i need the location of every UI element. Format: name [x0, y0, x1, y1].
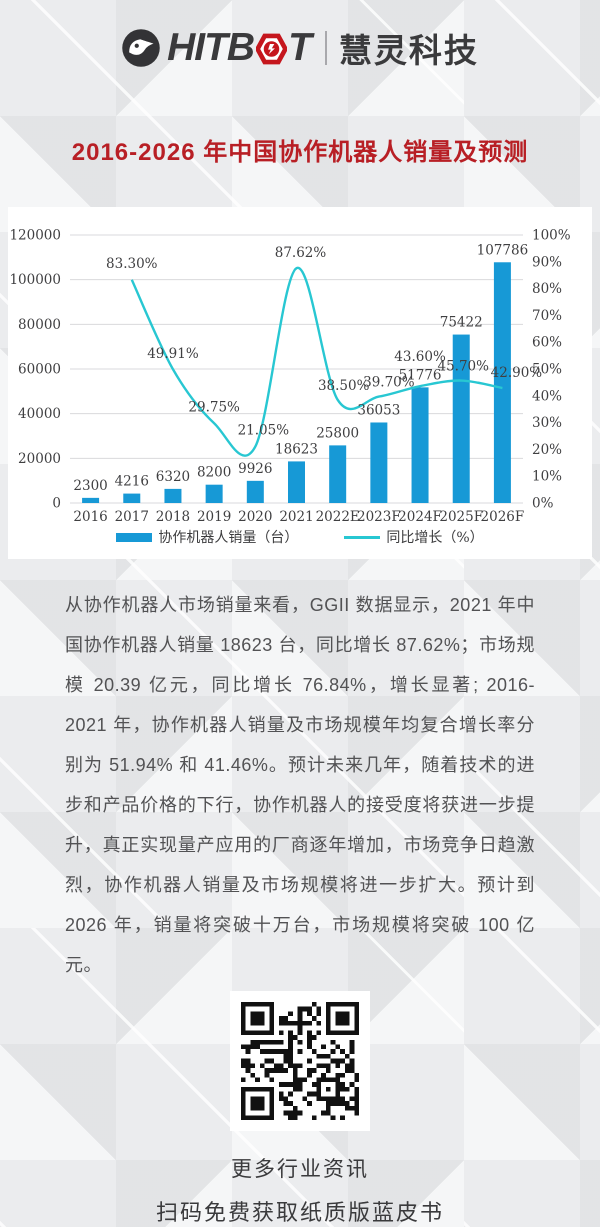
- hexagon-o-icon: [256, 33, 288, 65]
- line-series-swatch: [344, 535, 381, 539]
- legend-label-sales: 协作机器人销量（台）: [158, 530, 299, 546]
- svg-text:2019: 2019: [197, 509, 231, 525]
- qr-code-box: [230, 991, 370, 1131]
- bar-series-swatch: [116, 532, 153, 542]
- svg-text:40000: 40000: [18, 406, 61, 422]
- svg-text:18623: 18623: [275, 441, 318, 457]
- svg-text:30%: 30%: [532, 415, 562, 431]
- svg-text:29.75%: 29.75%: [188, 399, 240, 415]
- chart-legend: 协作机器人销量（台） 同比增长（%）: [8, 527, 592, 547]
- logo-text-left: HITB: [167, 26, 255, 69]
- svg-text:9926: 9926: [238, 461, 272, 477]
- svg-text:0%: 0%: [532, 496, 554, 512]
- svg-text:2300: 2300: [73, 478, 107, 494]
- svg-text:51776: 51776: [399, 367, 442, 383]
- svg-text:2016: 2016: [73, 509, 107, 525]
- svg-text:2017: 2017: [115, 509, 149, 525]
- svg-text:100000: 100000: [9, 272, 61, 288]
- svg-text:2020: 2020: [238, 509, 272, 525]
- logo-chinese-name: 慧灵科技: [338, 32, 479, 69]
- hitbot-panther-icon: [122, 29, 160, 67]
- svg-text:83.30%: 83.30%: [106, 256, 158, 272]
- svg-text:50%: 50%: [532, 362, 562, 378]
- svg-text:42.90%: 42.90%: [491, 365, 543, 381]
- svg-text:38.50%: 38.50%: [318, 378, 370, 394]
- svg-text:0: 0: [52, 496, 61, 512]
- svg-text:87.62%: 87.62%: [275, 245, 327, 261]
- svg-text:2026F: 2026F: [481, 509, 525, 525]
- svg-text:120000: 120000: [9, 228, 61, 244]
- svg-text:80%: 80%: [532, 281, 562, 297]
- svg-text:49.91%: 49.91%: [147, 346, 199, 362]
- svg-text:39.70%: 39.70%: [363, 375, 415, 391]
- logo-divider: [324, 31, 327, 65]
- svg-text:2023F: 2023F: [357, 509, 401, 525]
- svg-text:25800: 25800: [316, 425, 359, 441]
- page-title: 2016-2026 年中国协作机器人销量及预测: [71, 139, 529, 166]
- legend-item-growth: 同比增长（%）: [344, 527, 484, 547]
- svg-text:100%: 100%: [532, 228, 571, 244]
- svg-text:6320: 6320: [156, 469, 190, 485]
- svg-text:75422: 75422: [440, 315, 483, 331]
- svg-text:10%: 10%: [532, 469, 562, 485]
- svg-text:2022E: 2022E: [316, 509, 360, 525]
- svg-text:36053: 36053: [357, 402, 400, 418]
- svg-text:107786: 107786: [477, 242, 529, 258]
- svg-text:40%: 40%: [532, 388, 562, 404]
- svg-text:43.60%: 43.60%: [394, 349, 446, 365]
- svg-text:4216: 4216: [115, 474, 149, 490]
- qr-caption-line2: 扫码免费获取纸质版蓝皮书: [155, 1200, 444, 1225]
- svg-text:2025F: 2025F: [439, 509, 483, 525]
- logo-text-right: T: [288, 26, 312, 69]
- svg-text:2021: 2021: [279, 509, 313, 525]
- logo-wordmark: HITB T: [167, 26, 312, 70]
- svg-text:20%: 20%: [532, 442, 562, 458]
- analysis-paragraph: 从协作机器人市场销量来看，GGII 数据显示，2021 年中国协作机器人销量 1…: [65, 595, 535, 975]
- sales-forecast-chart: 0 20000 40000 60000 80000 100000 120000 0% 10% 20…: [9, 228, 571, 526]
- svg-text:2018: 2018: [156, 509, 190, 525]
- header: HITB T 慧灵科技: [0, 0, 600, 72]
- svg-text:90%: 90%: [532, 254, 562, 270]
- qr-caption-line1: 更多行业资讯: [231, 1158, 369, 1181]
- svg-text:60%: 60%: [532, 335, 562, 351]
- legend-item-sales: 协作机器人销量（台）: [116, 527, 298, 547]
- svg-text:45.70%: 45.70%: [437, 359, 489, 375]
- svg-text:80000: 80000: [18, 317, 61, 333]
- qr-code: [241, 1002, 359, 1120]
- svg-text:2024F: 2024F: [398, 509, 442, 525]
- qr-section: [0, 991, 600, 1131]
- svg-text:8200: 8200: [197, 465, 231, 481]
- svg-text:60000: 60000: [18, 362, 61, 378]
- svg-text:20000: 20000: [18, 451, 61, 467]
- sales-forecast-chart-card: 0 20000 40000 60000 80000 100000 120000 0% 10% 20…: [8, 207, 592, 559]
- legend-label-growth: 同比增长（%）: [386, 530, 484, 546]
- svg-text:21.05%: 21.05%: [238, 423, 290, 439]
- svg-text:70%: 70%: [532, 308, 562, 324]
